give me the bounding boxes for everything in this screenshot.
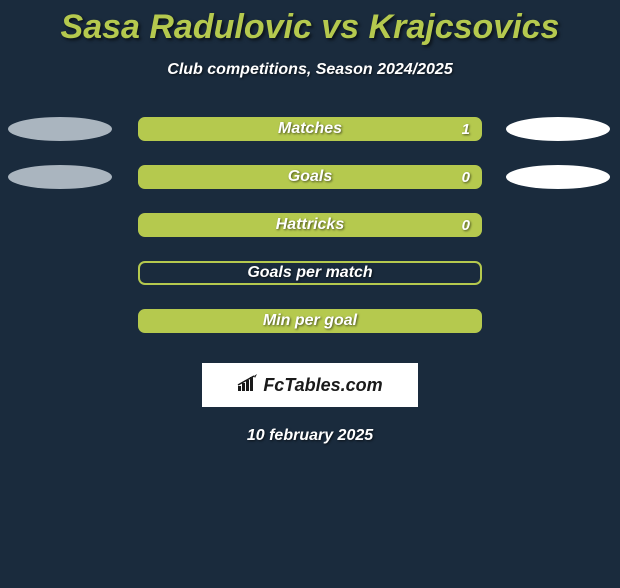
stat-label: Goals — [288, 168, 332, 186]
stats-container: Matches 1 Goals 0 Hattricks 0 Goals per match M… — [0, 117, 620, 333]
logo-box: FcTables.com — [202, 363, 418, 407]
page-title: Sasa Radulovic vs Krajcsovics — [0, 8, 620, 47]
logo-label: FcTables.com — [263, 375, 382, 396]
stat-label: Hattricks — [276, 216, 344, 234]
stat-bar: Min per goal — [138, 309, 482, 333]
right-ellipse — [506, 165, 610, 189]
bars-chart-icon — [237, 374, 259, 397]
stat-row: Min per goal — [0, 309, 620, 333]
stat-row: Hattricks 0 — [0, 213, 620, 237]
stat-bar: Goals 0 — [138, 165, 482, 189]
logo-text: FcTables.com — [237, 374, 382, 397]
stat-label: Goals per match — [247, 264, 372, 282]
date-text: 10 february 2025 — [0, 427, 620, 445]
right-ellipse — [506, 117, 610, 141]
stat-value: 0 — [462, 169, 470, 186]
stat-value: 1 — [462, 121, 470, 138]
stat-bar: Hattricks 0 — [138, 213, 482, 237]
left-ellipse — [8, 165, 112, 189]
page-subtitle: Club competitions, Season 2024/2025 — [0, 61, 620, 79]
stat-row: Matches 1 — [0, 117, 620, 141]
stat-label: Matches — [278, 120, 342, 138]
stat-bar: Matches 1 — [138, 117, 482, 141]
stat-label: Min per goal — [263, 312, 357, 330]
stat-row: Goals per match — [0, 261, 620, 285]
stat-row: Goals 0 — [0, 165, 620, 189]
stat-bar: Goals per match — [138, 261, 482, 285]
stat-value: 0 — [462, 217, 470, 234]
left-ellipse — [8, 117, 112, 141]
